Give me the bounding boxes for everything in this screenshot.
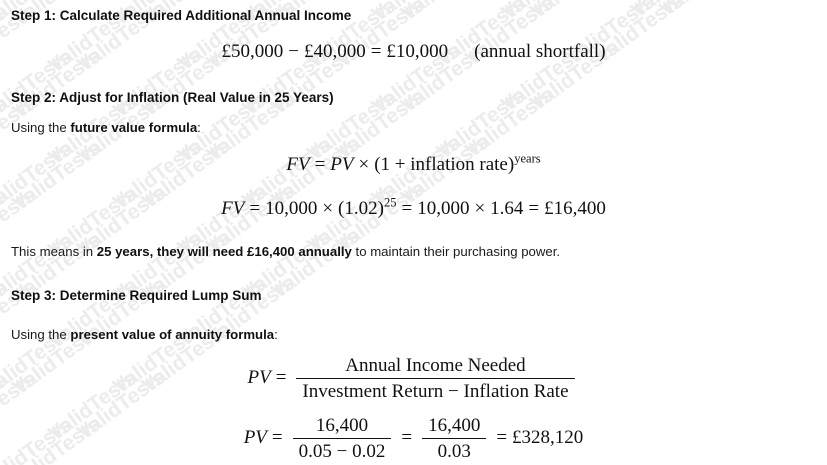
fv-eval-base: (1.02) [338, 198, 384, 219]
future-value-intro-prefix: Using the [11, 120, 71, 135]
fv-eval-times-1: × [322, 198, 334, 219]
equation-present-value-evaluation: PV = 16,400 0.05 − 0.02 = 16,400 0.03 = £328,120 [0, 415, 827, 463]
pv-eval-result: £328,120 [512, 427, 584, 449]
equation-future-value-evaluation: FV = 10,000 × (1.02)25 = 10,000 × 1.64 = £16,400 [0, 195, 827, 220]
future-value-intro-suffix: : [197, 120, 201, 135]
fv-eval-principal: 10,000 [265, 198, 318, 219]
fv-eval-lhs: FV [221, 198, 245, 219]
pv-eval-fraction-1: 16,400 0.05 − 0.02 [292, 415, 392, 463]
inflation-conclusion-suffix: to maintain their purchasing power. [351, 244, 561, 259]
fv-formula-parenthetical: (1 + inflation rate) [374, 154, 515, 175]
equation-future-value-evaluation-content: FV = 10,000 × (1.02)25 = 10,000 × 1.64 = £16,400 [221, 195, 606, 220]
fv-eval-exponent: 25 [383, 195, 397, 210]
fv-eval-equals-2: = [401, 198, 413, 219]
equation-annual-shortfall: £50,000− £40,000 = £10,000 (annual shortfall… [0, 41, 827, 63]
equation-present-value-evaluation-content: PV = 16,400 0.05 − 0.02 = 16,400 0.03 = £328,120 [244, 415, 584, 463]
pv-formula-denominator: Investment Return − Inflation Rate [302, 380, 569, 402]
fv-eval-factor: 1.64 [490, 198, 524, 219]
fv-formula-pv: PV [330, 154, 354, 175]
fv-eval-equals-1: = [249, 198, 261, 219]
shortfall-result: £10,000 [386, 41, 449, 62]
fv-formula-lhs: FV [286, 154, 310, 175]
present-value-intro-line: Using the present value of annuity formu… [0, 326, 278, 344]
pv-eval-denominator-2: 0.03 [437, 440, 471, 462]
shortfall-equals-operator: = [370, 41, 382, 62]
future-value-intro-line: Using the future value formula: [0, 119, 201, 137]
fv-eval-times-2: × [474, 198, 486, 219]
fv-formula-exponent: years [514, 151, 541, 166]
pv-formula-equals: = [275, 367, 287, 389]
step-3-heading: Step 3: Determine Required Lump Sum [11, 288, 262, 303]
pv-eval-fraction-2: 16,400 0.03 [422, 415, 487, 463]
inflation-conclusion-prefix: This means in [11, 244, 97, 259]
inflation-conclusion-emphasis: 25 years, they will need £16,400 annuall… [96, 244, 352, 259]
equation-present-value-formula-content: PV = Annual Income Needed Investment Return… [247, 355, 579, 403]
equation-present-value-formula: PV = Annual Income Needed Investment Return… [0, 355, 827, 403]
shortfall-note: (annual shortfall) [474, 41, 606, 62]
pv-eval-numerator-2: 16,400 [422, 415, 487, 439]
pv-formula-numerator: Annual Income Needed [296, 355, 575, 379]
present-value-intro-suffix: : [274, 327, 278, 342]
pv-formula-fraction: Annual Income Needed Investment Return − … [296, 355, 575, 403]
shortfall-term-a: £50,000 [221, 41, 284, 62]
step-1-heading: Step 1: Calculate Required Additional An… [11, 8, 352, 23]
fv-eval-equals-3: = [528, 198, 540, 219]
inflation-conclusion-line: This means in 25 years, they will need £… [0, 243, 560, 261]
watermark-text: ValidTestsValidTestsValidTestsValidTests… [0, 0, 104, 79]
pv-eval-numerator-1: 16,400 [292, 415, 392, 439]
pv-eval-equals-2: = [401, 427, 413, 449]
pv-eval-denominator-1: 0.05 − 0.02 [298, 440, 386, 462]
fv-eval-result: £16,400 [544, 198, 606, 219]
equation-future-value-formula-content: FV = PV × (1 + inflation rate)years [286, 151, 541, 176]
fv-eval-principal-2: 10,000 [417, 198, 470, 219]
shortfall-term-b: £40,000 [303, 41, 366, 62]
step-2-heading: Step 2: Adjust for Inflation (Real Value… [11, 90, 334, 105]
watermark-text: ValidTestsValidTestsValidTestsValidTests… [0, 0, 205, 172]
fv-formula-times: × [358, 154, 370, 175]
future-value-intro-emphasis: future value formula [70, 120, 198, 135]
pv-eval-lhs: PV [243, 427, 267, 449]
pv-formula-lhs: PV [247, 367, 271, 389]
present-value-intro-emphasis: present value of annuity formula [70, 327, 275, 342]
shortfall-minus-operator: − [288, 41, 299, 62]
equation-annual-shortfall-content: £50,000− £40,000 = £10,000 (annual shortfall… [221, 41, 605, 63]
pv-eval-equals-3: = [496, 427, 508, 449]
present-value-intro-prefix: Using the [11, 327, 71, 342]
fv-formula-equals: = [314, 154, 326, 175]
equation-future-value-formula: FV = PV × (1 + inflation rate)years [0, 151, 827, 176]
pv-eval-equals-1: = [271, 427, 283, 449]
